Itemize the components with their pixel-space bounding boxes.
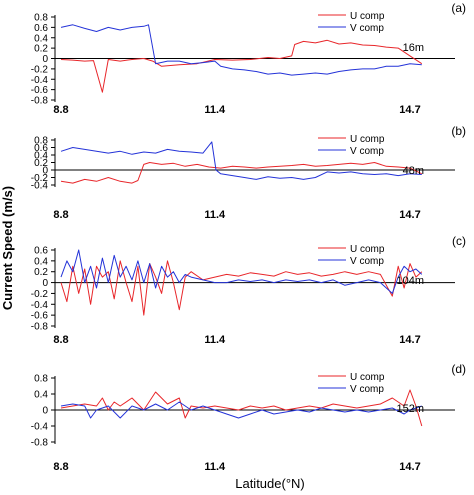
v-comp-line-c [60, 249, 423, 294]
x-tick-label: 11.4 [204, 334, 226, 346]
x-axis-label: Latitude(°N) [235, 476, 305, 491]
y-tick-label: 0.4 [34, 33, 48, 44]
y-tick-label: -0.6 [31, 311, 49, 322]
legend-label: U comp [350, 134, 385, 145]
y-tick-label: 0.4 [34, 256, 48, 267]
y-tick-label: 0.2 [34, 158, 48, 169]
panel-letter: (d) [451, 362, 466, 376]
y-tick-label: -0.4 [31, 300, 49, 311]
y-tick-label: 0.4 [34, 390, 48, 401]
y-tick-label: 0.2 [34, 267, 48, 278]
panel-c: 0.60.40.20-0.2-0.4-0.6-0.8 8.8 11.4 14.7 U c… [31, 234, 466, 346]
y-tick-label: 0 [42, 406, 48, 417]
depth-label: 152m [396, 403, 424, 415]
x-tick-label: 8.8 [53, 461, 68, 473]
legend-label: V comp [350, 256, 384, 267]
u-comp-line-a [60, 39, 423, 93]
panel-b: 0.80.60.40.20-0.2-0.4 8.8 11.4 14.7 U compV … [31, 124, 466, 221]
legend-label: V comp [350, 384, 384, 395]
y-tick-label: -0.4 [31, 422, 49, 433]
y-tick-label: 0.6 [34, 23, 48, 34]
x-tick-label: 8.8 [53, 334, 68, 346]
legend-label: V comp [350, 23, 384, 34]
y-tick-label: 0.6 [34, 246, 48, 257]
legend-label: U comp [350, 11, 385, 22]
panel-letter: (c) [452, 234, 466, 248]
depth-label: 104m [396, 275, 424, 287]
v-comp-line-b [60, 141, 422, 180]
panels: 0.80.60.40.20-0.2-0.4-0.6-0.88.8 11.4 14.7… [31, 1, 466, 473]
y-tick-label: 0 [42, 278, 48, 289]
y-tick-label: -0.6 [31, 85, 49, 96]
y-tick-label: 0 [42, 54, 48, 65]
panel-a: 0.80.60.40.20-0.2-0.4-0.6-0.8 8.8 11.4 14.7… [31, 1, 466, 116]
y-tick-label: -0.2 [31, 173, 49, 184]
u-comp-line-d [60, 389, 423, 427]
y-tick-label: 0.6 [34, 143, 48, 154]
y-tick-label: -0.4 [31, 181, 49, 192]
panel-letter: (a) [451, 1, 466, 15]
u-comp-line-b [60, 162, 423, 184]
depth-label: 48m [403, 165, 424, 177]
x-tick-label: 14.7 [399, 104, 420, 116]
y-tick-label: -0.8 [31, 96, 49, 107]
x-tick-label: 11.4 [204, 209, 226, 221]
x-tick-label: 14.7 [399, 461, 420, 473]
legend-label: U comp [350, 372, 385, 383]
x-tick-label: 14.7 [399, 334, 420, 346]
y-tick-label: 0.8 [34, 13, 48, 24]
y-axis-label: Current Speed (m/s) [0, 186, 15, 310]
u-comp-line-c [60, 260, 423, 316]
y-tick-label: -0.8 [31, 438, 49, 449]
x-tick-label: 11.4 [204, 461, 226, 473]
y-tick-label: -0.4 [31, 75, 49, 86]
y-tick-label: 0.8 [34, 136, 48, 147]
x-tick-label: 8.8 [53, 104, 68, 116]
legend-label: U comp [350, 244, 385, 255]
v-comp-line-a [60, 24, 422, 76]
x-tick-label: 14.7 [399, 209, 420, 221]
depth-label: 16m [403, 42, 424, 54]
y-tick-label: 0.2 [34, 44, 48, 55]
x-tick-label: 11.4 [204, 104, 226, 116]
y-tick-label: 0.4 [34, 151, 48, 162]
v-comp-line-d [60, 401, 422, 419]
y-tick-label: 0.8 [34, 374, 48, 385]
y-tick-label: -0.2 [31, 64, 49, 75]
legend-label: V comp [350, 146, 384, 157]
y-tick-label: -0.2 [31, 289, 49, 300]
panel-letter: (b) [451, 124, 466, 138]
x-tick-label: 8.8 [53, 209, 68, 221]
y-tick-label: -0.8 [31, 322, 49, 333]
y-tick-label: 0 [42, 166, 48, 177]
